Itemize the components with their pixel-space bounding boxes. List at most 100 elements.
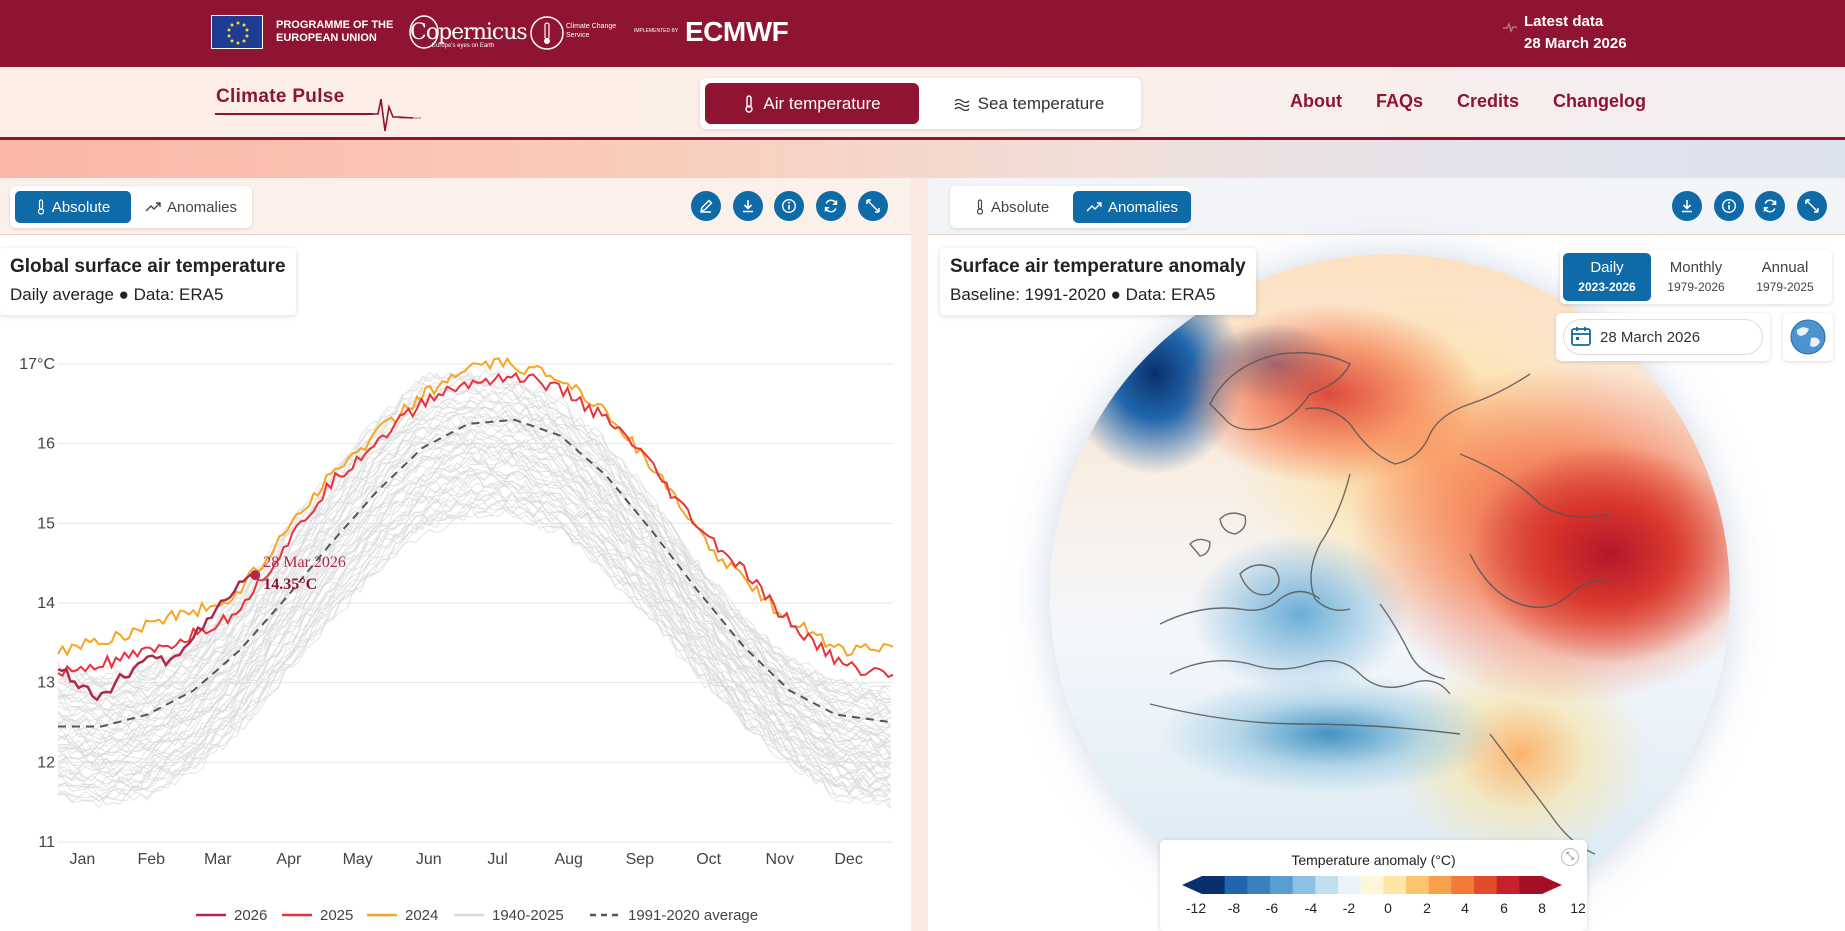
- period-annual-range: 1979-2025: [1756, 280, 1814, 294]
- latest-data: Latest data 28 March 2026: [1524, 11, 1724, 55]
- annotation-marker[interactable]: [250, 570, 261, 581]
- thermometer-icon: [976, 199, 983, 215]
- tab-sea-temperature[interactable]: Sea temperature: [922, 83, 1136, 124]
- ecmwf-logo[interactable]: ECMWF: [685, 16, 789, 47]
- period-daily-button[interactable]: Daily 2023-2026: [1563, 253, 1651, 301]
- info-icon: [1721, 198, 1737, 214]
- collapse-legend-icon[interactable]: ⤡: [1561, 848, 1579, 866]
- c3s-logo[interactable]: [527, 13, 627, 53]
- x-tick-label: Apr: [276, 851, 302, 868]
- color-bar: [1182, 876, 1562, 894]
- anomaly-globe-map[interactable]: [1050, 254, 1730, 931]
- nav-link-faqs[interactable]: FAQs: [1375, 91, 1423, 111]
- annotation-value: 14.35°C: [263, 576, 317, 593]
- expand-button[interactable]: [1797, 191, 1827, 221]
- climate-pulse-logo[interactable]: [213, 87, 423, 133]
- copernicus-logo[interactable]: [408, 12, 508, 52]
- color-bar-segment: [1202, 876, 1226, 894]
- period-daily-label: Daily: [1590, 259, 1624, 276]
- calendar-icon[interactable]: [1570, 325, 1592, 347]
- chart-panel: Absolute Anomalies Global surface air te: [0, 178, 911, 931]
- refresh-button[interactable]: [1755, 191, 1785, 221]
- dataset-switch: Air temperature Sea temperature: [700, 78, 1141, 129]
- download-button[interactable]: [733, 191, 763, 221]
- refresh-icon: [824, 199, 838, 213]
- download-button[interactable]: [1672, 191, 1702, 221]
- date-input[interactable]: [1563, 319, 1763, 355]
- y-tick-label: 13: [37, 675, 55, 692]
- historical-year-line: [57, 494, 892, 797]
- gradient-band: [0, 140, 1845, 178]
- historical-year-line: [57, 394, 892, 715]
- nav-link-credits[interactable]: Credits: [1457, 91, 1520, 111]
- period-monthly-button[interactable]: Monthly 1979-2026: [1653, 253, 1739, 301]
- period-daily-range: 2023-2026: [1578, 280, 1636, 294]
- eu-programme-text: PROGRAMME OF THE EUROPEAN UNION: [276, 19, 394, 44]
- y-tick-label: 15: [37, 515, 55, 532]
- historical-year-line: [57, 466, 892, 771]
- absolute-toggle-button[interactable]: Absolute: [955, 191, 1069, 223]
- color-bar-segment: [1451, 876, 1475, 894]
- legend-item[interactable]: 1940-2025: [454, 907, 564, 924]
- x-tick-label: Aug: [554, 851, 582, 868]
- map-panel-toolbar: Absolute Anomalies: [928, 178, 1845, 235]
- edit-button[interactable]: [691, 191, 721, 221]
- color-bar-segment: [1496, 876, 1520, 894]
- coastlines: [1149, 352, 1611, 855]
- historical-year-line: [57, 447, 892, 758]
- info-icon: [781, 198, 797, 214]
- thermometer-icon: [745, 94, 754, 113]
- series-2026: [57, 572, 256, 702]
- color-bar-segment: [1292, 876, 1316, 894]
- edit-icon: [699, 199, 713, 213]
- tab-air-temperature[interactable]: Air temperature: [705, 83, 919, 124]
- eu-flag-logo[interactable]: [211, 15, 263, 49]
- absolute-toggle-button[interactable]: Absolute: [15, 191, 131, 223]
- nav-link-changelog[interactable]: Changelog: [1553, 91, 1647, 111]
- info-button[interactable]: [1714, 191, 1744, 221]
- chart-title-card: Global surface air temperature Daily ave…: [0, 248, 296, 315]
- period-annual-button[interactable]: Annual 1979-2025: [1741, 253, 1829, 301]
- historical-year-line: [57, 418, 891, 739]
- nav-link-about[interactable]: About: [1290, 91, 1342, 111]
- color-bar-arrow-high: [1542, 876, 1562, 894]
- legend-item[interactable]: 1991-2020 average: [590, 907, 758, 924]
- legend-label: 2025: [320, 907, 353, 924]
- historical-year-line: [57, 460, 892, 771]
- x-tick-label: Jul: [487, 851, 507, 868]
- x-tick-label: Sep: [626, 851, 655, 868]
- series-2025: [57, 371, 894, 679]
- temperature-chart[interactable]: 17°C 16 15 14 13 12 11 Jan Feb Mar Apr May Jun Jul Aug…: [0, 178, 911, 931]
- anomalies-toggle-button[interactable]: Anomalies: [1073, 191, 1191, 223]
- color-bar-segment: [1315, 876, 1339, 894]
- period-selector: Daily 2023-2026 Monthly 1979-2026 Annual…: [1560, 250, 1832, 304]
- absolute-label: Absolute: [51, 198, 111, 216]
- projection-toggle-button[interactable]: [1783, 313, 1833, 361]
- chart-subtitle: Daily average ● Data: ERA5: [10, 285, 224, 304]
- historical-year-line: [57, 389, 892, 714]
- x-tick-label: Dec: [834, 851, 862, 868]
- color-bar-segment: [1224, 876, 1248, 894]
- nav-links: About FAQs Credits Changelog: [1290, 91, 1646, 112]
- refresh-button[interactable]: [816, 191, 846, 221]
- anomalies-toggle-button[interactable]: Anomalies: [135, 191, 247, 223]
- annotation-date: 28 Mar 2026: [263, 554, 346, 571]
- legend-item[interactable]: 2024: [367, 907, 438, 924]
- x-tick-label: Oct: [696, 851, 721, 868]
- legend-item[interactable]: 2025: [282, 907, 353, 924]
- historical-year-line: [57, 476, 891, 783]
- historical-year-line: [57, 438, 892, 755]
- info-button[interactable]: [774, 191, 804, 221]
- historical-year-line: [57, 398, 892, 719]
- period-monthly-range: 1979-2026: [1667, 280, 1725, 294]
- anomaly-legend: Temperature anomaly (°C) ⤡ -12 -8 -6 -4 -2 0 2…: [1160, 840, 1587, 931]
- download-icon: [743, 200, 753, 213]
- expand-button[interactable]: [858, 191, 888, 221]
- color-bar-tick: 0: [1384, 900, 1392, 916]
- tab-air-temperature-label: Air temperature: [763, 93, 881, 113]
- legend-item[interactable]: 2026: [196, 907, 267, 924]
- latest-data-label: Latest data: [1524, 13, 1604, 30]
- color-bar-labels: -12 -8 -6 -4 -2 0 2 4 6 8 12: [1160, 900, 1587, 920]
- logo-text: Climate Pulse: [216, 86, 345, 107]
- legend-title: Temperature anomaly (°C): [1291, 852, 1456, 868]
